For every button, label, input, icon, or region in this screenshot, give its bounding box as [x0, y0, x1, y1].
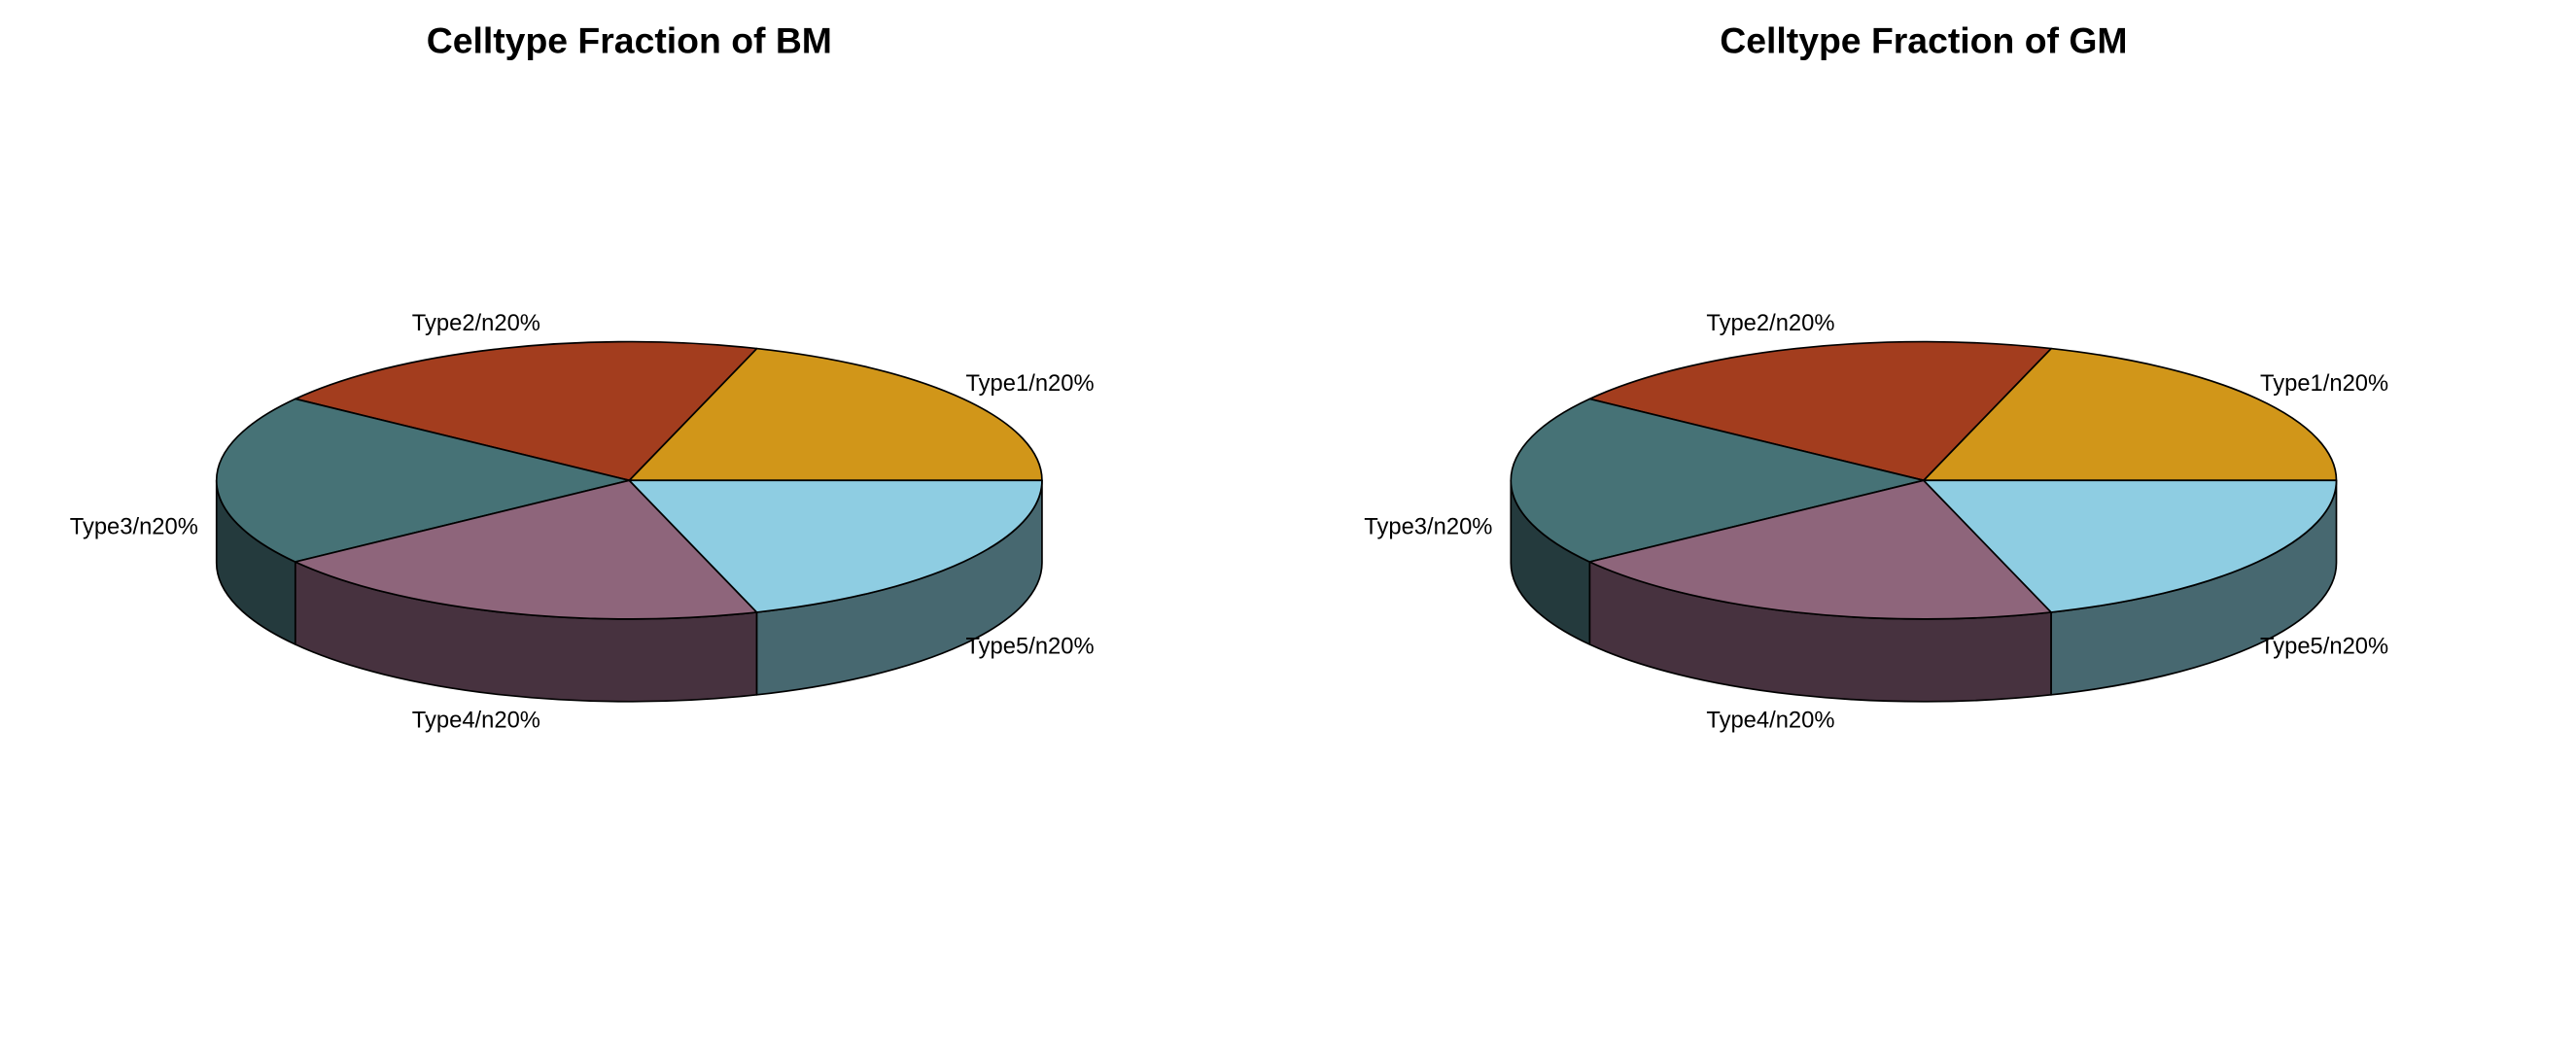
chart-title: Celltype Fraction of GM — [1720, 19, 2127, 60]
slice-label: Type5/n20% — [965, 634, 1094, 660]
pie-labels: Type1/n20% Type2/n20% Type3/n20% Type4/n20%… — [1364, 310, 2388, 734]
slice-label: Type3/n20% — [70, 513, 198, 539]
pie-labels: Type1/n20% Type2/n20% Type3/n20% Type4/n20%… — [70, 310, 1095, 734]
slice-label: Type2/n20% — [412, 310, 540, 336]
pie-sides — [1510, 479, 2338, 703]
slice-label: Type1/n20% — [2260, 370, 2388, 397]
pie-slice-2 — [1588, 340, 2052, 482]
pie-slice-2 — [294, 340, 758, 482]
pie-slice-1 — [1923, 347, 2338, 482]
pie-slice-4 — [294, 479, 758, 620]
slice-label: Type4/n20% — [412, 708, 540, 734]
pie-slice-3 — [215, 398, 631, 563]
pie-slice-1 — [628, 347, 1043, 482]
pie-chart-gm: Celltype Fraction of GM Type1/n20% Type2/… — [1364, 19, 2388, 733]
slice-label: Type3/n20% — [1364, 513, 1492, 539]
pie-sides — [215, 479, 1043, 703]
pie-slice-5 — [628, 479, 1043, 613]
pie-chart-bm: Celltype Fraction of BM Type1/n20% Type2/… — [70, 19, 1095, 733]
pie-slice-5 — [1923, 479, 2338, 613]
chart-title: Celltype Fraction of BM — [427, 19, 832, 60]
pie-tops — [1510, 340, 2338, 620]
slice-label: Type2/n20% — [1706, 310, 1834, 336]
slice-label: Type5/n20% — [2260, 634, 2388, 660]
pie-tops — [215, 340, 1043, 620]
slice-label: Type4/n20% — [1706, 708, 1834, 734]
pie-slice-4 — [1588, 479, 2052, 620]
pie-slice-3 — [1510, 398, 1925, 563]
slice-label: Type1/n20% — [965, 370, 1094, 397]
